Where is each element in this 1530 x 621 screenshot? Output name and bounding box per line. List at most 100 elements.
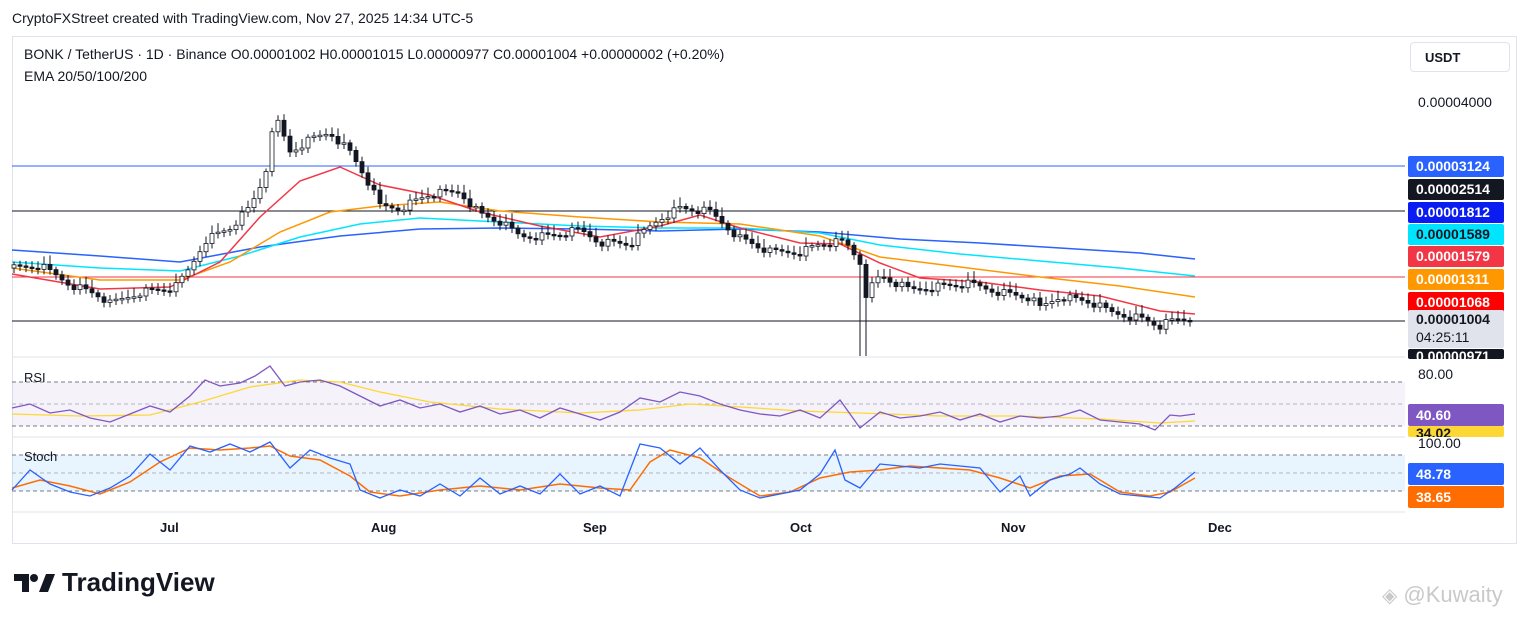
candle-body xyxy=(347,142,353,151)
candle-body xyxy=(1049,301,1055,305)
time-label-dec: Dec xyxy=(1208,520,1232,535)
candle-body xyxy=(989,288,995,293)
candle-body xyxy=(173,282,179,293)
candle-body xyxy=(395,207,401,211)
price-label-ema50: 0.00001311 xyxy=(1408,269,1504,290)
candle-body xyxy=(881,276,887,279)
candle-body xyxy=(23,265,29,268)
time-label-aug: Aug xyxy=(371,520,397,535)
stoch-title[interactable]: Stoch xyxy=(24,449,58,464)
watermark-text: @Kuwaity xyxy=(1403,582,1503,607)
candle-body xyxy=(1109,307,1115,313)
candle-body xyxy=(587,231,593,238)
candle-body xyxy=(431,196,437,199)
candle-body xyxy=(455,191,461,194)
rsi-title[interactable]: RSI xyxy=(24,370,46,385)
candle-body xyxy=(947,283,953,287)
price-label-ema100: 0.00001589 xyxy=(1408,224,1504,245)
price-tick-top: 0.00004000 xyxy=(1418,94,1492,110)
candle-body xyxy=(203,243,209,253)
time-label-jul: Jul xyxy=(160,520,179,535)
candle-body xyxy=(557,234,563,238)
candle-body xyxy=(743,234,749,240)
candle-body xyxy=(683,205,689,210)
candle-body xyxy=(53,269,59,276)
candle-body xyxy=(239,211,245,226)
candle-body xyxy=(905,281,911,288)
candle-body xyxy=(143,287,149,297)
candle-body xyxy=(1055,299,1061,303)
chart-frame xyxy=(12,36,1517,544)
candle-body xyxy=(599,241,605,247)
candle-body xyxy=(29,266,35,269)
candle-body xyxy=(1169,318,1175,321)
low-price-label: 0.00000971 xyxy=(1408,349,1504,359)
candle-body xyxy=(977,282,983,287)
candle-body xyxy=(269,131,275,172)
symbol-legend[interactable]: BONK / TetherUS · 1D · Binance O0.000010… xyxy=(24,46,725,62)
candle-body xyxy=(41,263,47,270)
candle-body xyxy=(935,282,941,292)
candle-body xyxy=(401,209,407,213)
candle-body xyxy=(1073,294,1079,298)
candle-body xyxy=(275,119,281,133)
candle-body xyxy=(281,119,287,137)
ema100-line xyxy=(11,217,1196,277)
candle-body xyxy=(755,243,761,249)
candle-body xyxy=(1025,297,1031,302)
candle-body xyxy=(341,142,347,145)
candle-body xyxy=(503,221,509,226)
candlestick-series xyxy=(11,114,1193,356)
candle-body xyxy=(1097,302,1103,308)
candle-body xyxy=(419,197,425,200)
candle-body xyxy=(305,136,311,149)
candle-body xyxy=(131,296,137,299)
tradingview-logo[interactable]: TradingView xyxy=(14,567,215,598)
candle-body xyxy=(1031,297,1037,302)
rsi-ma-line xyxy=(11,379,1196,424)
time-label-nov: Nov xyxy=(1001,520,1026,535)
candle-body xyxy=(605,238,611,247)
candle-body xyxy=(647,225,653,230)
candle-body xyxy=(581,227,587,232)
candle-body xyxy=(797,253,803,257)
stoch-d-line xyxy=(11,445,1196,497)
candle-body xyxy=(725,222,731,231)
candle-body xyxy=(407,199,413,211)
candle-body xyxy=(329,133,335,137)
candle-body xyxy=(911,286,917,290)
current-price-label: 0.00001004 04:25:11 xyxy=(1408,310,1504,348)
candle-body xyxy=(665,217,671,220)
candle-body xyxy=(389,205,395,209)
candle-body xyxy=(1145,316,1151,322)
candle-body xyxy=(521,233,527,238)
candle-body xyxy=(959,286,965,289)
candle-body xyxy=(311,135,317,138)
candle-body xyxy=(245,207,251,213)
candle-body xyxy=(839,238,845,241)
candle-body xyxy=(185,269,191,277)
candle-body xyxy=(413,198,419,201)
currency-unit-button[interactable]: USDT xyxy=(1410,42,1510,72)
price-label-resistance: 0.00002514 xyxy=(1408,179,1504,200)
diamond-icon: ◈ xyxy=(1382,584,1398,607)
candle-body xyxy=(287,135,293,153)
candle-body xyxy=(929,289,935,293)
candle-body xyxy=(377,189,383,204)
current-price-value: 0.00001004 xyxy=(1416,311,1490,327)
candle-body xyxy=(467,198,473,208)
candle-body xyxy=(677,205,683,209)
candle-body xyxy=(491,216,497,222)
candle-body xyxy=(323,133,329,137)
candle-body xyxy=(1037,297,1043,306)
candle-body xyxy=(317,134,323,138)
time-label-sep: Sep xyxy=(583,520,607,535)
candle-body xyxy=(1139,313,1145,318)
candle-body xyxy=(635,232,641,246)
ema-legend[interactable]: EMA 20/50/100/200 xyxy=(24,68,147,84)
candle-body xyxy=(497,220,503,226)
candle-body xyxy=(365,172,371,186)
candle-body xyxy=(353,149,359,162)
candle-body xyxy=(629,244,635,248)
